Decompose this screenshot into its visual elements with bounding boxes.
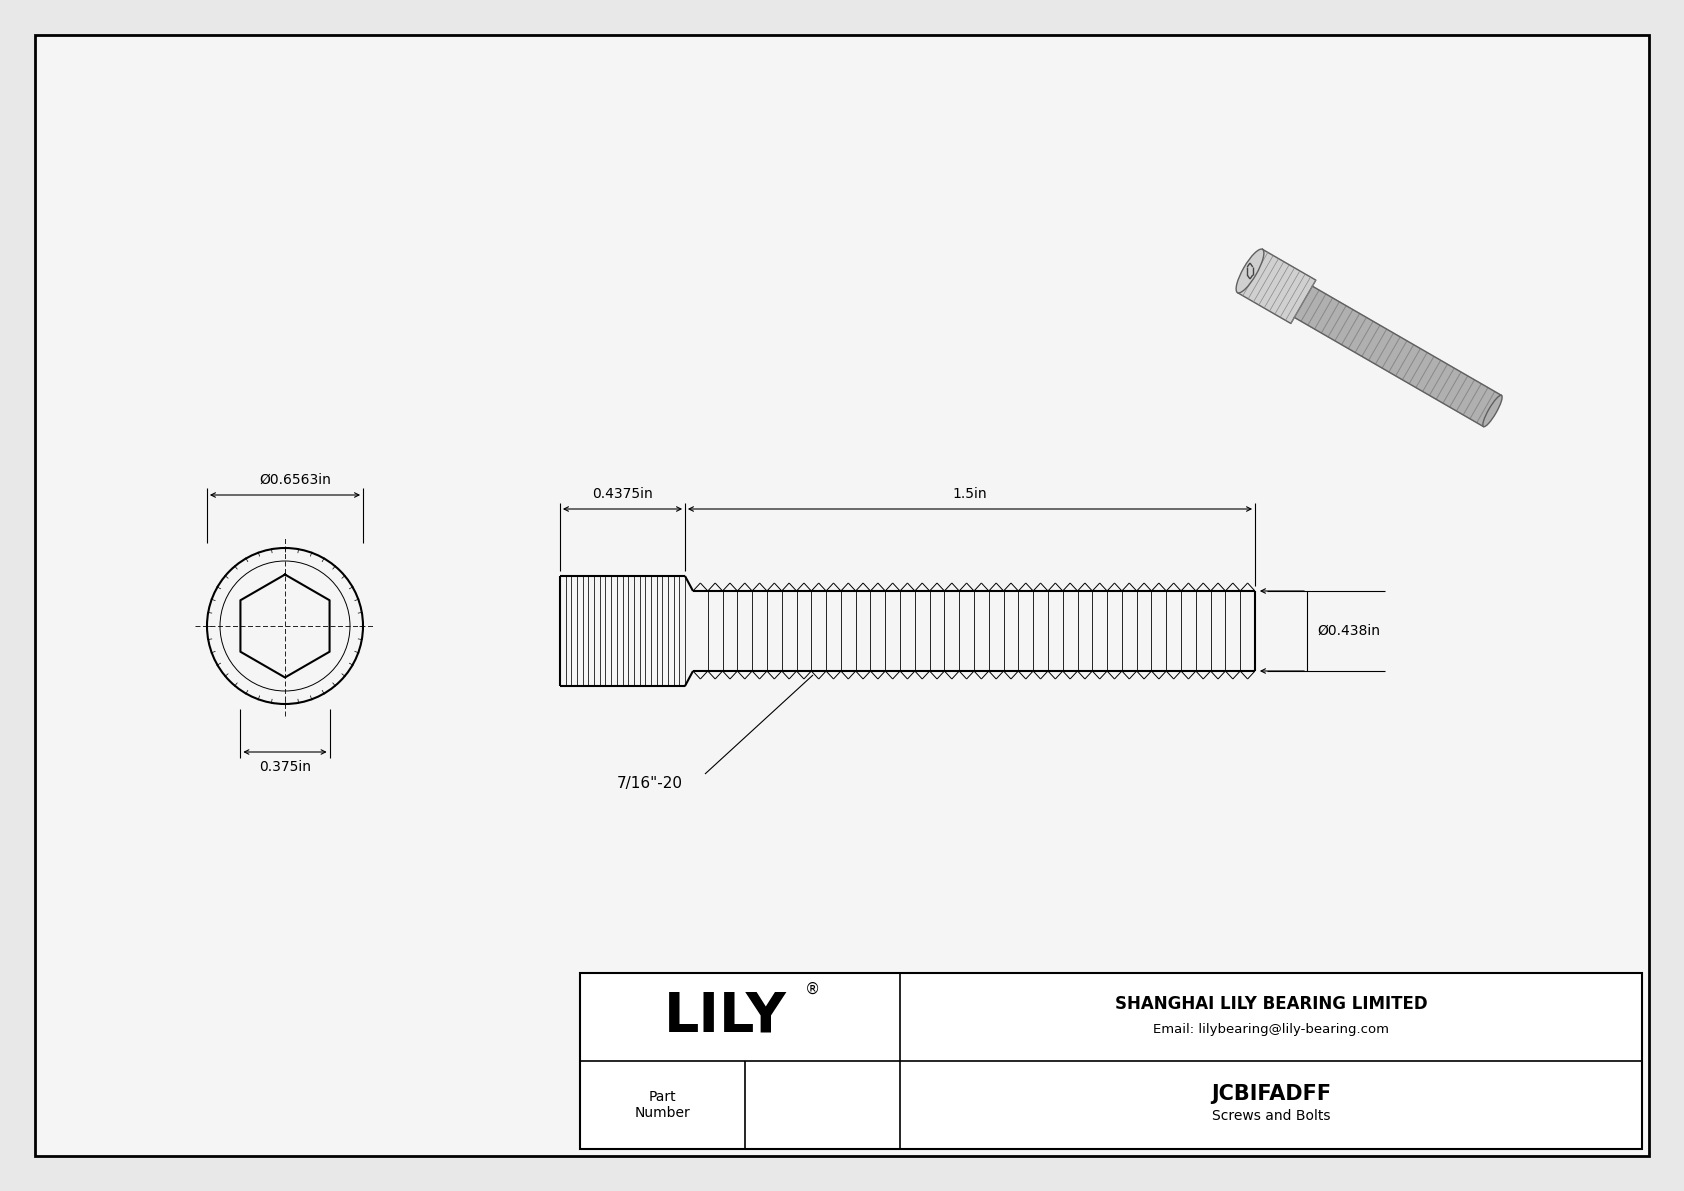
Ellipse shape: [1484, 395, 1502, 426]
Text: Part
Number: Part Number: [635, 1090, 690, 1120]
Polygon shape: [1295, 286, 1502, 426]
Ellipse shape: [1236, 249, 1265, 293]
Polygon shape: [1238, 249, 1315, 324]
Text: Ø0.6563in: Ø0.6563in: [259, 473, 332, 487]
Text: 0.4375in: 0.4375in: [593, 487, 653, 501]
Text: 1.5in: 1.5in: [953, 487, 987, 501]
Text: Email: lilybearing@lily-bearing.com: Email: lilybearing@lily-bearing.com: [1154, 1023, 1389, 1036]
Text: SHANGHAI LILY BEARING LIMITED: SHANGHAI LILY BEARING LIMITED: [1115, 994, 1428, 1014]
Text: 7/16"-20: 7/16"-20: [616, 777, 684, 791]
Bar: [579, 973, 1642, 1149]
Text: ®: ®: [805, 981, 820, 997]
Text: JCBIFADFF: JCBIFADFF: [1211, 1084, 1330, 1104]
Text: Ø0.438in: Ø0.438in: [1317, 624, 1379, 638]
Text: LILY: LILY: [663, 990, 786, 1045]
Text: Screws and Bolts: Screws and Bolts: [1212, 1109, 1330, 1123]
Text: 0.375in: 0.375in: [259, 760, 312, 774]
